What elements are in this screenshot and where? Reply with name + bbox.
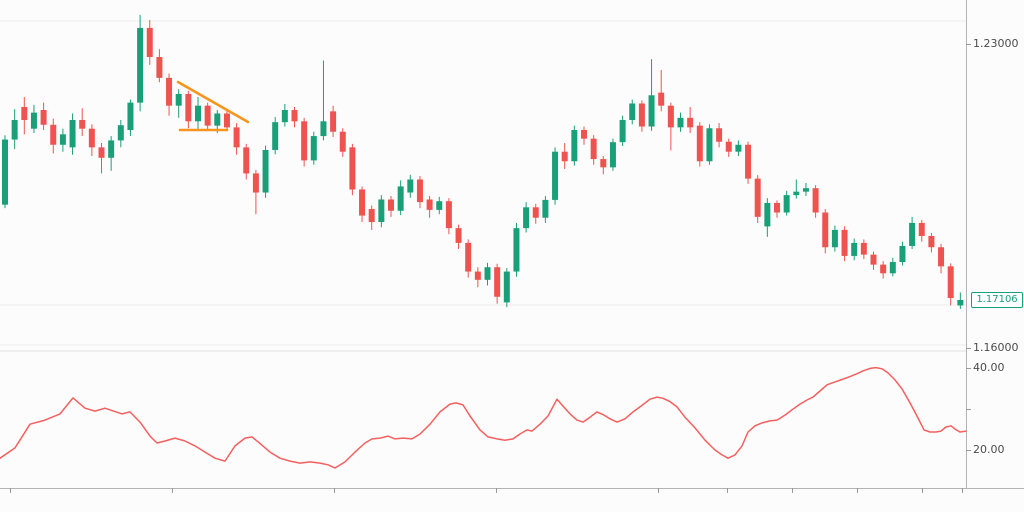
price-axis-label: 1.16000 (973, 341, 1019, 354)
candlestick-series (2, 14, 964, 309)
pane-separator[interactable] (0, 348, 966, 354)
price-axis-label: 1.23000 (973, 37, 1019, 50)
indicator-line-series (0, 366, 967, 469)
indicator-axis-label: 20.00 (973, 443, 1005, 456)
trendline-drawing[interactable] (176, 80, 250, 124)
last-price-label: 1.17106 (971, 292, 1023, 308)
indicator-axis-label: 40.00 (973, 361, 1005, 374)
price-axis[interactable] (966, 0, 1024, 488)
time-axis[interactable] (0, 488, 1024, 512)
